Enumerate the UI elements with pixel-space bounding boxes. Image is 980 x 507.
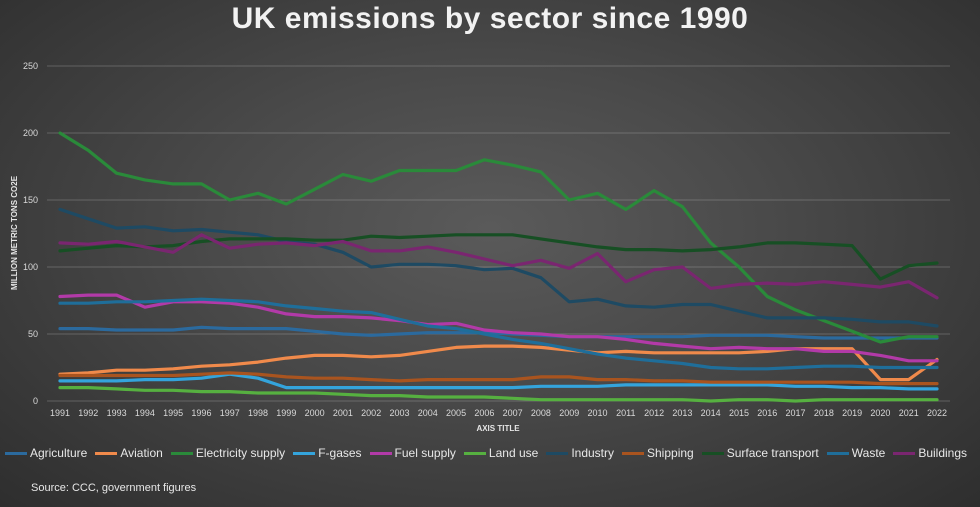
legend-item-fuel-supply: Fuel supply bbox=[369, 446, 456, 460]
legend-swatch bbox=[4, 451, 27, 455]
series-line-electricity-supply bbox=[58, 131, 939, 344]
series-line-f-gases bbox=[58, 372, 939, 391]
x-tick-label: 2014 bbox=[701, 408, 721, 418]
series-line-fuel-supply bbox=[58, 293, 939, 363]
x-tick-label: 1995 bbox=[163, 408, 183, 418]
x-tick-label: 2013 bbox=[672, 408, 692, 418]
x-tick-label: 2019 bbox=[842, 408, 862, 418]
source-note: Source: CCC, government figures bbox=[31, 482, 197, 494]
legend-swatch bbox=[826, 451, 849, 455]
x-tick-label: 2017 bbox=[786, 408, 806, 418]
legend-label: Agriculture bbox=[29, 446, 88, 460]
y-axis-ticks: 0 50 100 150 200 250 bbox=[23, 61, 38, 406]
x-axis-label: AXIS TITLE bbox=[476, 424, 520, 433]
x-tick-label: 1998 bbox=[248, 408, 268, 418]
legend: Agriculture Aviation Electricity supply F-g… bbox=[0, 446, 980, 460]
series-line-industry bbox=[58, 207, 939, 328]
x-tick-label: 2008 bbox=[531, 408, 551, 418]
series-line-waste bbox=[58, 297, 939, 371]
x-tick-label: 2011 bbox=[616, 408, 635, 418]
x-tick-label: 1994 bbox=[135, 408, 155, 418]
legend-item-electricity-supply: Electricity supply bbox=[170, 446, 286, 460]
x-tick-label: 2018 bbox=[814, 408, 834, 418]
x-tick-label: 2006 bbox=[474, 408, 494, 418]
legend-swatch bbox=[369, 451, 392, 455]
x-tick-label: 1997 bbox=[220, 408, 240, 418]
x-tick-label: 2009 bbox=[559, 408, 579, 418]
legend-swatch bbox=[701, 451, 724, 455]
legend-label: Fuel supply bbox=[394, 446, 456, 460]
x-tick-label: 2003 bbox=[389, 408, 409, 418]
legend-item-surface-transport: Surface transport bbox=[701, 446, 819, 460]
series-lines bbox=[58, 131, 939, 403]
series-line-land-use bbox=[58, 386, 939, 403]
legend-item-shipping: Shipping bbox=[622, 446, 694, 460]
x-tick-label: 2005 bbox=[446, 408, 466, 418]
legend-swatch bbox=[95, 451, 118, 455]
legend-label: Industry bbox=[571, 446, 614, 460]
x-tick-label: 2016 bbox=[757, 408, 777, 418]
x-tick-label: 2007 bbox=[503, 408, 523, 418]
legend-swatch bbox=[546, 451, 569, 455]
legend-swatch bbox=[893, 451, 916, 455]
x-tick-label: 1993 bbox=[107, 408, 127, 418]
chart-title: UK emissions by sector since 1990 bbox=[231, 2, 749, 35]
legend-label: Shipping bbox=[647, 446, 694, 460]
x-tick-label: 2012 bbox=[644, 408, 664, 418]
x-tick-label: 1999 bbox=[276, 408, 296, 418]
x-axis-ticks: 1991 1992 1993 1994 1995 1996 1997 1998 1999 2000… bbox=[50, 408, 947, 418]
legend-label: F-gases bbox=[318, 446, 362, 460]
x-tick-label: 1996 bbox=[191, 408, 211, 418]
series-line-buildings bbox=[58, 233, 939, 300]
x-tick-label: 1991 bbox=[50, 408, 70, 418]
legend-swatch bbox=[293, 451, 316, 455]
legend-label: Waste bbox=[851, 446, 886, 460]
x-tick-label: 2021 bbox=[899, 408, 919, 418]
legend-label: Land use bbox=[488, 446, 539, 460]
y-tick-label: 0 bbox=[33, 396, 38, 406]
x-tick-label: 2004 bbox=[418, 408, 438, 418]
legend-swatch bbox=[463, 451, 486, 455]
series-line-surface-transport bbox=[58, 233, 939, 281]
x-tick-label: 2020 bbox=[870, 408, 890, 418]
x-tick-label: 1992 bbox=[78, 408, 98, 418]
legend-item-land-use: Land use bbox=[463, 446, 539, 460]
legend-swatch bbox=[170, 451, 193, 455]
x-tick-label: 2002 bbox=[361, 408, 381, 418]
y-tick-label: 250 bbox=[23, 61, 38, 71]
x-tick-label: 2015 bbox=[729, 408, 749, 418]
series-line-agriculture bbox=[58, 325, 939, 340]
legend-label: Buildings bbox=[918, 446, 968, 460]
legend-swatch bbox=[622, 451, 644, 455]
legend-item-waste: Waste bbox=[826, 446, 886, 460]
legend-item-aviation: Aviation bbox=[95, 446, 163, 460]
legend-item-buildings: Buildings bbox=[893, 446, 967, 460]
legend-item-f-gases: F-gases bbox=[293, 446, 362, 460]
x-tick-label: 2022 bbox=[927, 408, 947, 418]
x-tick-label: 2010 bbox=[588, 408, 608, 418]
line-chart: 0 50 100 150 200 250 1991 1992 1993 1994 1995 1996… bbox=[10, 61, 950, 433]
legend-label: Surface transport bbox=[726, 446, 819, 460]
y-tick-label: 150 bbox=[23, 195, 38, 205]
x-tick-label: 2000 bbox=[305, 408, 325, 418]
y-axis-label: MILLION METRIC TONS CO2E bbox=[10, 175, 19, 290]
legend-label: Electricity supply bbox=[195, 446, 286, 460]
y-tick-label: 100 bbox=[23, 262, 38, 272]
series-line-shipping bbox=[58, 371, 939, 386]
x-tick-label: 2001 bbox=[333, 408, 353, 418]
y-tick-label: 50 bbox=[28, 329, 38, 339]
legend-item-agriculture: Agriculture bbox=[4, 446, 88, 460]
legend-label: Aviation bbox=[120, 446, 163, 460]
y-tick-label: 200 bbox=[23, 128, 38, 138]
legend-item-industry: Industry bbox=[546, 446, 614, 460]
